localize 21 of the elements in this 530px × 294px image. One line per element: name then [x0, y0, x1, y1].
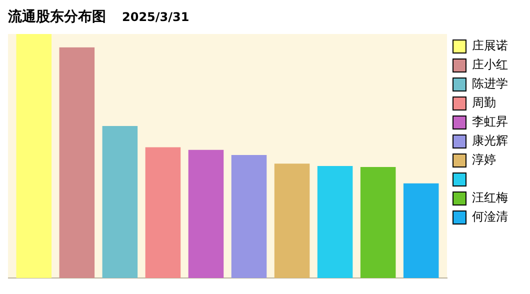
legend-label: 汪红梅: [472, 190, 508, 205]
chart-subtitle: 2025/3/31: [122, 10, 190, 24]
bar: [317, 166, 353, 278]
bar: [16, 34, 52, 278]
bar: [145, 147, 181, 278]
chart-title: 流通股东分布图: [8, 8, 106, 26]
bar: [231, 155, 267, 278]
legend-label: 康光辉: [472, 134, 508, 148]
legend-label: 陈进学: [472, 76, 508, 91]
bar: [360, 166, 396, 278]
legend-label: 淳婷: [472, 152, 496, 167]
legend-label: 周勤: [472, 96, 496, 110]
bar: [188, 150, 224, 278]
legend-label: 庄展诺: [472, 38, 508, 53]
bar: [59, 47, 95, 278]
legend-label: 何淦清: [472, 210, 508, 224]
bar: [274, 164, 310, 278]
legend-label: 庄小红: [472, 58, 508, 72]
bar: [403, 183, 439, 278]
bar: [102, 126, 138, 278]
legend-label: 李虹昇: [472, 114, 508, 129]
